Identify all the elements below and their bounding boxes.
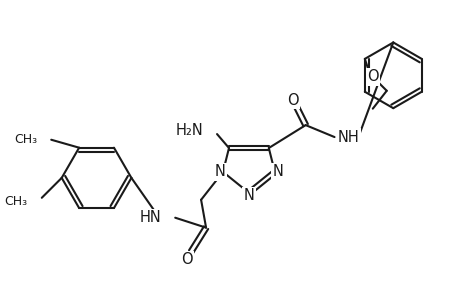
Text: O: O	[181, 252, 193, 267]
Text: HN: HN	[139, 210, 161, 225]
Text: H₂N: H₂N	[175, 123, 203, 138]
Text: CH₃: CH₃	[14, 133, 37, 146]
Text: N: N	[214, 164, 225, 179]
Text: N: N	[272, 164, 283, 179]
Text: O: O	[286, 93, 298, 108]
Text: NH: NH	[337, 130, 358, 145]
Text: N: N	[243, 188, 254, 203]
Text: O: O	[366, 69, 378, 84]
Text: CH₃: CH₃	[5, 195, 28, 208]
